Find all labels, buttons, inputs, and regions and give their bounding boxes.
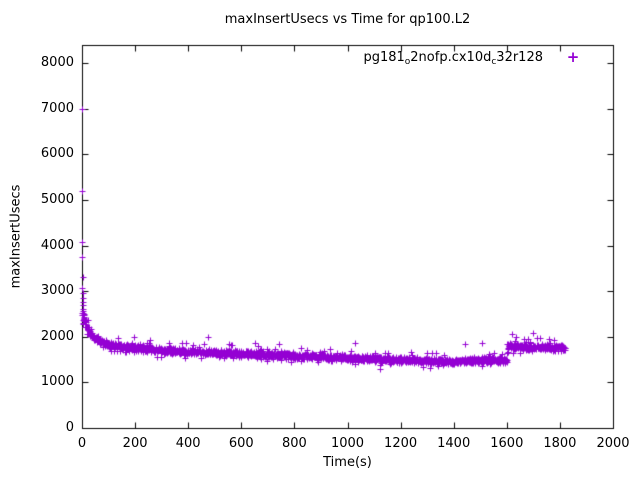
y-tick-label: 0 bbox=[65, 420, 74, 435]
y-tick-label: 3000 bbox=[40, 283, 74, 299]
x-axis-label: Time(s) bbox=[323, 455, 372, 470]
y-tick-label: 4000 bbox=[40, 237, 74, 253]
y-tick-label: 8000 bbox=[40, 55, 74, 71]
legend-label-part: c bbox=[491, 57, 497, 67]
x-tick-label: 200 bbox=[122, 436, 148, 451]
x-tick-label: 800 bbox=[281, 436, 307, 451]
legend-series-label: pg181o2nofp.cx10dc32r128 bbox=[243, 49, 543, 67]
y-tick-label: 7000 bbox=[40, 100, 74, 116]
legend-label-part: pg181 bbox=[363, 50, 405, 65]
x-tick-label: 1600 bbox=[490, 436, 524, 451]
y-axis-label: maxInsertUsecs bbox=[8, 184, 24, 289]
x-tick-label: 2000 bbox=[596, 436, 630, 451]
y-tick-label: 5000 bbox=[40, 192, 74, 208]
y-tick-label: 1000 bbox=[40, 374, 74, 390]
x-tick-label: 1000 bbox=[330, 436, 365, 451]
legend-plus-marker: + bbox=[566, 48, 580, 66]
x-tick-label: 1400 bbox=[437, 436, 471, 451]
x-tick-label: 1200 bbox=[384, 436, 418, 451]
legend-label-part: 32r128 bbox=[496, 50, 543, 65]
y-tick-label: 2000 bbox=[40, 328, 74, 344]
x-tick-label: 600 bbox=[228, 436, 254, 451]
chart-title: maxInsertUsecs vs Time for qp100.L2 bbox=[224, 12, 471, 27]
x-tick-label: 400 bbox=[175, 436, 201, 451]
x-tick-label: 0 bbox=[77, 436, 87, 451]
legend-label-part: 2nofp.cx10d bbox=[410, 50, 492, 65]
y-tick-label: 6000 bbox=[40, 146, 74, 162]
x-tick-label: 1800 bbox=[543, 436, 577, 451]
legend-label-part: o bbox=[404, 57, 411, 67]
